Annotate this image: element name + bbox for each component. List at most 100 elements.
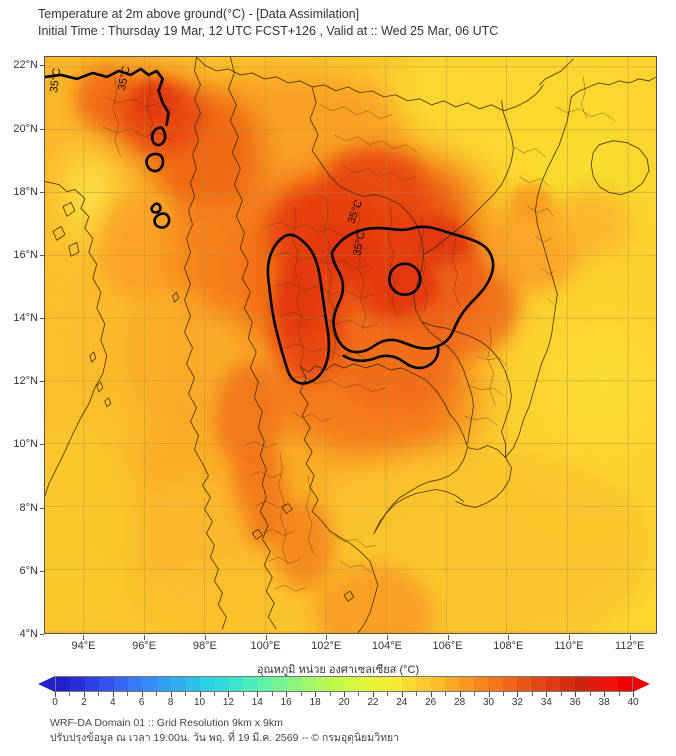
colorbar-segment <box>214 677 229 691</box>
colorbar-tick <box>300 692 302 696</box>
colorbar-segment <box>444 677 460 691</box>
colorbar-segment <box>473 677 489 691</box>
latitude-tick-label: 14°N <box>13 312 38 325</box>
colorbar-segment <box>401 677 417 691</box>
colorbar-segment <box>531 677 546 691</box>
colorbar-segment <box>99 677 114 691</box>
colorbar-tick <box>199 692 201 697</box>
colorbar-extend-low <box>38 676 55 692</box>
map-coastlines <box>45 57 656 633</box>
colorbar-segment <box>228 677 244 691</box>
colorbar-tick <box>213 692 215 696</box>
longitude-tick <box>629 635 631 640</box>
colorbar[interactable]: อุณหภูมิ หน่วย องศาเซลเซียส (°C) 0 2 4 6 8 10… <box>0 660 676 712</box>
longitude-tick-label: 104°E <box>371 640 402 652</box>
colorbar-tick-label: 14 <box>251 697 263 708</box>
colorbar-tick-label: 22 <box>367 697 379 708</box>
colorbar-segments <box>55 676 633 692</box>
longitude-tick-label: 102°E <box>311 640 342 652</box>
colorbar-tick-label: 18 <box>309 697 321 708</box>
colorbar-segment <box>329 677 345 691</box>
colorbar-tick <box>604 692 606 697</box>
colorbar-tick <box>589 692 591 696</box>
latitude-tick <box>40 444 44 446</box>
colorbar-strip[interactable] <box>38 676 650 692</box>
colorbar-tick <box>430 692 432 697</box>
longitude-tick-label: 110°E <box>554 640 584 652</box>
footer-model-info: WRF-DA Domain 01 :: Grid Resolution 9km … <box>50 717 283 729</box>
colorbar-segment <box>128 677 143 691</box>
colorbar-tick-label: 38 <box>598 697 610 708</box>
colorbar-tick-label: 40 <box>627 697 639 708</box>
colorbar-tick-label: 16 <box>280 697 292 708</box>
colorbar-ticks: 0 2 4 6 8 10 12 14 16 18 20 22 24 26 28 30 32 34 36 38 40 <box>52 692 639 708</box>
colorbar-segment <box>416 677 431 691</box>
colorbar-segment <box>517 677 532 691</box>
colorbar-tick <box>618 692 620 696</box>
longitude-tick-label: 112°E <box>615 640 645 652</box>
longitude-tick-label: 98°E <box>192 640 217 652</box>
colorbar-segment <box>56 677 71 691</box>
colorbar-tick-label: 34 <box>540 697 552 708</box>
colorbar-tick <box>156 692 158 696</box>
latitude-tick <box>40 65 44 67</box>
colorbar-tick <box>83 692 85 697</box>
colorbar-tick-label: 6 <box>138 697 145 708</box>
colorbar-segment <box>257 677 273 691</box>
colorbar-segment <box>430 677 445 691</box>
contour-label-35c: 35°C <box>48 67 63 93</box>
longitude-tick <box>144 635 146 640</box>
colorbar-segment <box>156 677 172 691</box>
longitude-tick-label: 96°E <box>132 640 157 652</box>
colorbar-segment <box>502 677 517 691</box>
page-subtitle: Initial Time : Thursday 19 Mar, 12 UTC F… <box>38 24 499 38</box>
longitude-tick-label: 106°E <box>432 640 463 652</box>
colorbar-tick <box>315 692 317 697</box>
colorbar-tick <box>257 692 259 697</box>
longitude-tick-label: 108°E <box>493 640 524 652</box>
footer: WRF-DA Domain 01 :: Grid Resolution 9km … <box>50 716 670 746</box>
longitude-tick <box>386 635 388 640</box>
title-block: Temperature at 2m above ground(°C) - [Da… <box>38 6 658 40</box>
contour-label-35c: 35°C <box>116 65 133 92</box>
colorbar-tick-label: 24 <box>396 697 408 708</box>
colorbar-segment <box>560 677 575 691</box>
colorbar-tick <box>112 692 114 697</box>
latitude-tick-label: 18°N <box>13 185 38 198</box>
colorbar-segment <box>243 677 258 691</box>
latitude-tick-label: 4°N <box>19 628 38 640</box>
colorbar-segment <box>272 677 287 691</box>
temperature-map[interactable]: 35°C 35°C 35°C 35°C <box>44 56 657 634</box>
colorbar-tick <box>127 692 129 696</box>
longitude-tick <box>204 635 206 640</box>
colorbar-tick <box>474 692 476 696</box>
colorbar-tick <box>286 692 288 697</box>
colorbar-tick <box>242 692 244 696</box>
colorbar-tick <box>358 692 360 696</box>
colorbar-tick <box>228 692 230 697</box>
colorbar-title: อุณหภูมิ หน่วย องศาเซลเซียส (°C) <box>256 664 420 676</box>
colorbar-tick <box>98 692 100 696</box>
map-graticule <box>45 57 656 633</box>
map-admin-boundaries <box>102 74 616 592</box>
colorbar-tick <box>517 692 519 697</box>
longitude-tick <box>447 635 449 640</box>
latitude-tick-label: 22°N <box>13 59 38 72</box>
colorbar-tick <box>69 692 71 696</box>
colorbar-tick <box>329 692 331 696</box>
colorbar-tick <box>445 692 447 696</box>
latitude-tick-label: 6°N <box>19 564 38 577</box>
colorbar-tick <box>560 692 562 696</box>
colorbar-segment <box>459 677 474 691</box>
latitude-tick-label: 20°N <box>13 122 38 135</box>
colorbar-tick-label: 12 <box>222 697 234 708</box>
colorbar-segment <box>171 677 186 691</box>
colorbar-tick <box>459 692 461 697</box>
colorbar-tick <box>387 692 389 696</box>
colorbar-segment <box>488 677 503 691</box>
longitude-tick-label: 94°E <box>71 640 96 652</box>
colorbar-tick <box>416 692 418 696</box>
colorbar-tick-label: 36 <box>569 697 581 708</box>
colorbar-tick-label: 32 <box>511 697 523 708</box>
colorbar-tick <box>546 692 548 697</box>
